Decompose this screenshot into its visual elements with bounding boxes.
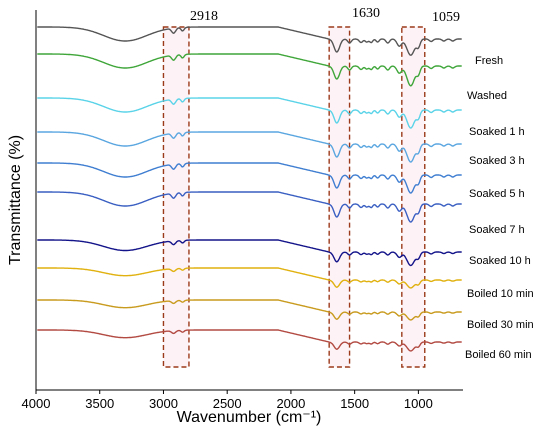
x-tick-label-1500: 1500 (340, 396, 369, 411)
series-line-boiled-10-min (37, 267, 462, 289)
x-tick-label-4000: 4000 (22, 396, 51, 411)
series-label-boiled-10-min: Boiled 10 min (467, 288, 534, 300)
series-label-boiled-60-min: Boiled 60 min (465, 349, 532, 361)
x-tick-label-2500: 2500 (213, 396, 242, 411)
x-axis-title: Wavenumber (cm⁻¹) (177, 409, 322, 426)
x-tick-label-2000: 2000 (276, 396, 305, 411)
highlight-band-1059 (401, 26, 426, 368)
series-line-boiled-30-min (37, 299, 462, 321)
x-tick-label-3000: 3000 (149, 396, 178, 411)
x-tick-label-3500: 3500 (85, 396, 114, 411)
y-axis-title: Transmittance (%) (7, 135, 24, 265)
series-line-boiled-60-min (37, 329, 462, 352)
series-line-fresh (37, 26, 462, 56)
series-label-soaked-7-h: Soaked 7 h (469, 224, 525, 236)
series-label-soaked-3-h: Soaked 3 h (469, 155, 525, 167)
series-label-soaked-1-h: Soaked 1 h (469, 126, 525, 138)
series-label-fresh: Fresh (475, 55, 503, 67)
band-label-1059: 1059 (432, 10, 460, 25)
series-line-soaked-1-h (37, 97, 462, 129)
series-line-soaked-10-h (37, 239, 462, 267)
band-label-1630: 1630 (352, 6, 380, 21)
series-label-boiled-30-min: Boiled 30 min (467, 319, 534, 331)
series-line-soaked-5-h (37, 162, 462, 194)
x-tick-label-1000: 1000 (404, 396, 433, 411)
series-line-soaked-7-h (37, 191, 462, 223)
highlight-band-2918 (162, 26, 190, 368)
series-line-washed (37, 53, 462, 87)
band-label-2918: 2918 (190, 9, 218, 24)
series-label-soaked-5-h: Soaked 5 h (469, 188, 525, 200)
highlight-band-1630 (328, 26, 351, 368)
series-label-soaked-10-h: Soaked 10 h (469, 255, 531, 267)
series-line-soaked-3-h (37, 131, 462, 163)
series-label-washed: Washed (467, 90, 507, 102)
